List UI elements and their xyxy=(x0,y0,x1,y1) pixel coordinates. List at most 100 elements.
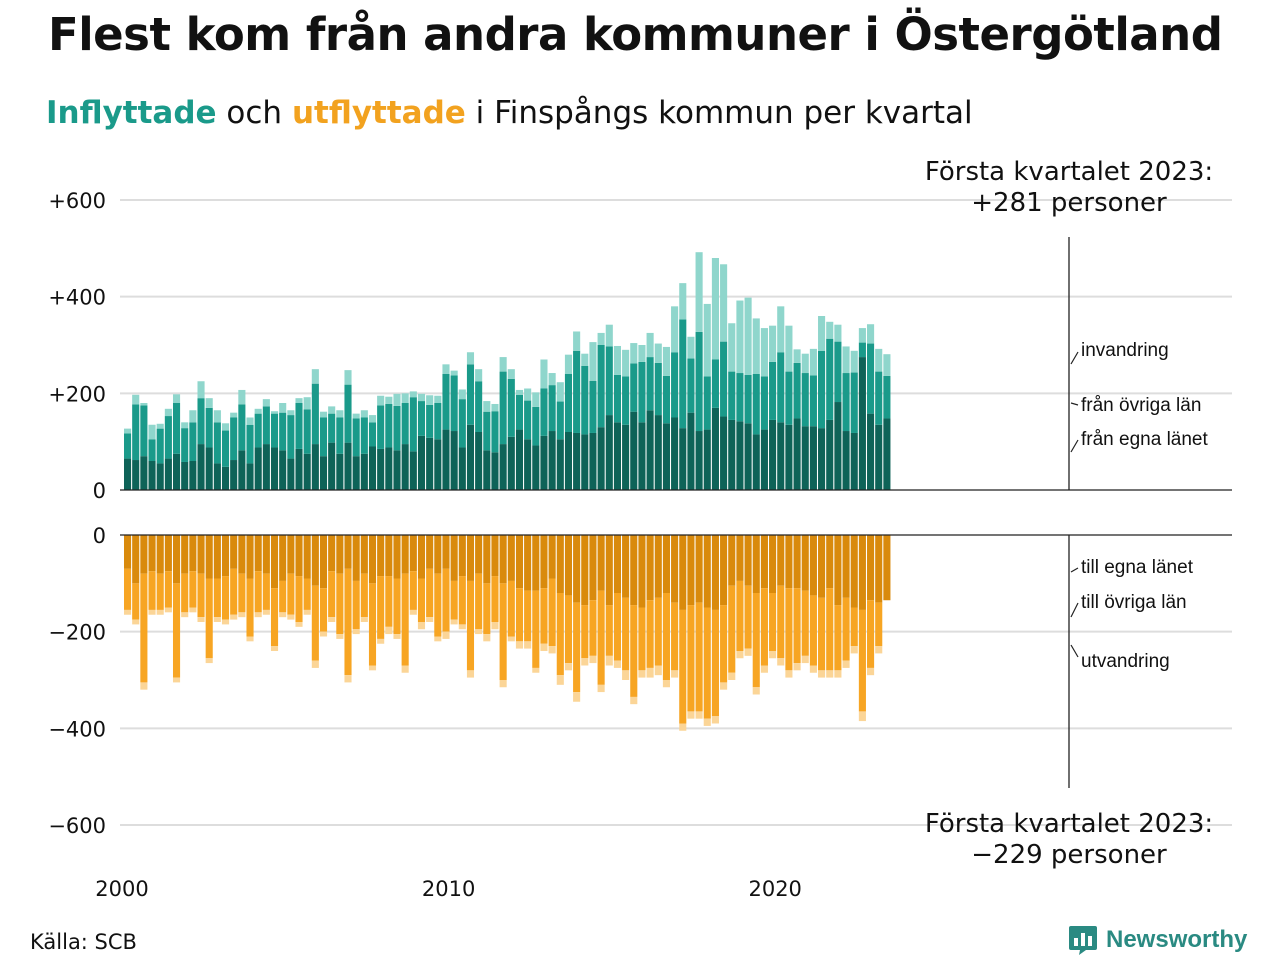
bar-in xyxy=(377,448,385,490)
newsworthy-logo: Newsworthy xyxy=(1068,924,1247,956)
bar-in xyxy=(270,447,279,490)
bar-in xyxy=(728,419,736,490)
bar-out xyxy=(254,535,262,572)
bar-in xyxy=(156,428,164,464)
bar-in xyxy=(801,426,809,490)
bar-out xyxy=(140,573,148,683)
bar-in xyxy=(646,410,654,490)
bar-out xyxy=(793,588,801,664)
bar-in xyxy=(597,332,605,345)
bar-out xyxy=(818,535,826,598)
label-till-ovriga-lan: till övriga län xyxy=(1081,592,1187,613)
bar-in xyxy=(409,451,417,490)
bar-out xyxy=(156,609,164,615)
bar-out xyxy=(507,636,515,642)
bar-in xyxy=(287,410,295,416)
bar-in xyxy=(883,375,891,419)
bar-out xyxy=(826,670,834,678)
bar-in xyxy=(638,361,646,423)
bar-in xyxy=(744,423,752,490)
bar-out xyxy=(181,573,189,613)
bar-in xyxy=(630,411,638,490)
bar-out xyxy=(556,675,564,685)
bar-out xyxy=(785,588,793,671)
bar-out xyxy=(466,535,475,581)
bar-in xyxy=(140,405,148,457)
bar-in xyxy=(728,371,736,420)
bar-in xyxy=(140,403,148,406)
bar-in xyxy=(703,429,711,490)
bar-in xyxy=(483,450,491,490)
bar-in xyxy=(295,448,303,490)
bar-in xyxy=(221,430,230,467)
bar-in xyxy=(458,399,466,448)
bar-out xyxy=(744,648,752,656)
bar-in xyxy=(711,258,719,360)
bar-out xyxy=(172,535,181,584)
bar-in xyxy=(499,371,507,445)
label-utvandring-leader xyxy=(1070,644,1079,658)
bar-out xyxy=(221,576,230,620)
bar-in xyxy=(556,401,564,440)
bar-in xyxy=(385,396,393,404)
bar-out xyxy=(189,607,197,613)
bar-out xyxy=(589,535,597,601)
bar-out xyxy=(377,638,385,644)
bar-in xyxy=(491,452,499,490)
bar-in xyxy=(564,354,573,374)
bar-in xyxy=(777,422,785,490)
bar-out xyxy=(752,687,760,695)
bar-out xyxy=(336,535,344,574)
bar-in xyxy=(197,444,205,490)
bar-in xyxy=(197,381,205,399)
bar-out xyxy=(605,655,613,666)
bar-out xyxy=(630,535,638,606)
bottom-header-line2: −229 personer xyxy=(971,840,1167,870)
label-till-egna-lanet-leader xyxy=(1070,567,1079,573)
bar-in xyxy=(581,434,589,490)
bar-in xyxy=(409,391,417,398)
bar-out xyxy=(246,578,254,637)
bar-out xyxy=(385,535,393,577)
bar-in xyxy=(556,382,564,402)
bar-out xyxy=(548,578,556,647)
bar-in xyxy=(434,439,442,490)
bar-in xyxy=(393,393,401,406)
y-tick-label-top: +600 xyxy=(48,189,106,213)
bar-in xyxy=(622,376,630,425)
bar-in xyxy=(483,401,491,412)
bar-out xyxy=(393,535,401,579)
bar-in xyxy=(769,325,777,362)
bar-out xyxy=(426,535,434,569)
bar-out xyxy=(442,631,450,639)
bar-in xyxy=(466,352,475,365)
bar-in xyxy=(466,424,475,490)
bar-in xyxy=(605,415,613,490)
bar-in xyxy=(475,381,483,432)
bar-in xyxy=(303,397,311,410)
bar-in xyxy=(507,436,515,490)
bar-out xyxy=(189,535,197,572)
bar-in xyxy=(262,444,270,490)
bar-in xyxy=(842,346,850,374)
bar-in xyxy=(270,411,279,414)
bar-out xyxy=(295,535,303,577)
bar-out xyxy=(597,590,605,685)
bar-out xyxy=(809,595,817,666)
bar-in xyxy=(148,439,156,461)
bar-in xyxy=(687,358,695,413)
bar-out xyxy=(132,583,140,620)
bar-in xyxy=(605,324,613,347)
bar-in xyxy=(328,413,336,443)
bar-in xyxy=(254,413,262,448)
bar-in xyxy=(426,395,434,405)
bar-in xyxy=(785,424,793,490)
bar-in xyxy=(442,429,450,490)
bar-in xyxy=(630,363,638,412)
bar-in xyxy=(189,461,197,490)
bar-in xyxy=(393,405,401,451)
bar-in xyxy=(613,374,621,423)
bar-in xyxy=(589,342,597,381)
bar-in xyxy=(238,404,246,451)
bar-in xyxy=(287,415,295,459)
